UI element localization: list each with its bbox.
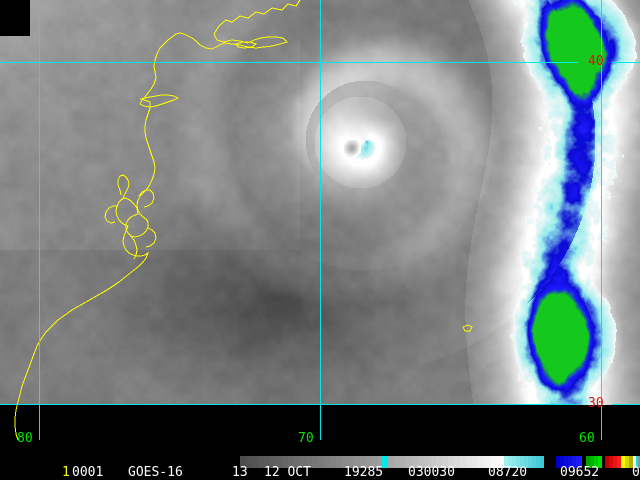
status-image-time: 030030 xyxy=(408,465,455,480)
status-element-number: 09652 xyxy=(560,465,600,480)
coastline-segment xyxy=(145,227,157,248)
coastline-segment xyxy=(462,324,473,332)
longitude-label-80: 80 xyxy=(17,431,33,446)
status-frame-number: 0001 xyxy=(72,465,104,480)
status-line-number: 08720 xyxy=(488,465,528,480)
coastline-segment xyxy=(104,205,118,224)
status-caption-line: 1 0001 GOES-16 13 12 OCT 19285 030030 08720 0965… xyxy=(0,466,640,480)
graticule-overlay xyxy=(0,0,640,440)
coastline-segment xyxy=(117,174,130,201)
status-date: 12 OCT xyxy=(264,465,311,480)
status-day-of-month: 13 xyxy=(232,465,248,480)
coastline-segment xyxy=(130,235,138,260)
status-satellite-name: GOES-16 xyxy=(128,465,183,480)
latitude-label-30: 30 xyxy=(588,396,604,411)
longitude-label-70: 70 xyxy=(298,431,314,446)
coastline-segment xyxy=(14,0,301,440)
status-resolution: 01.00 xyxy=(632,465,640,480)
longitude-label-60: 60 xyxy=(579,431,595,446)
coastline-segment xyxy=(235,41,258,49)
coastline-segment xyxy=(138,189,155,208)
frame-marker: 1 xyxy=(62,465,70,480)
color-enhancement-bar xyxy=(240,456,640,468)
vector-overlay-layer xyxy=(0,0,640,440)
latitude-label-40: 40 xyxy=(588,54,604,69)
status-julian-date: 19285 xyxy=(344,465,384,480)
coastline-overlay xyxy=(14,0,473,440)
